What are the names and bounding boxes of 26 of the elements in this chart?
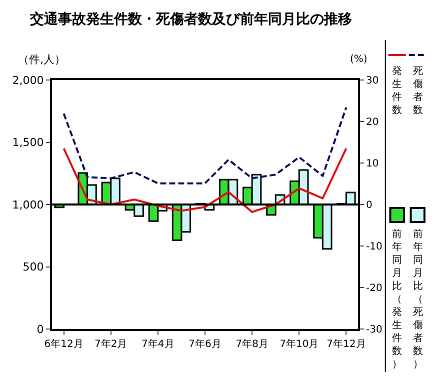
y-tick-label: 2,000 [12,74,44,87]
x-tick-label: 6年12月 [44,338,84,350]
y-axis-title: （件,人） [18,53,66,66]
y2-axis-title: (%) [350,54,368,65]
x-tick-label: 7年2月 [94,338,128,350]
y2-tick-label: 30 [366,76,379,86]
y2-tick-label: -20 [366,283,382,294]
x-tick-label: 7年12月 [326,338,366,350]
x-tick-label: 7年10月 [280,338,319,350]
y2-tick-label: 20 [366,117,379,128]
y2-tick-label: 0 [366,200,372,211]
x-tick-label: 7年4月 [142,338,174,350]
text: 前年同月比（死傷者数） [413,229,423,370]
y-tick-label: 500 [22,260,44,274]
legend-label: 発生件数 [392,66,402,116]
text: 前年同月比（発生件数） [392,229,402,370]
y2-tick-label: 10 [366,158,379,170]
x-tick-label: 7年8月 [236,338,268,350]
y-tick-label: 1,500 [12,136,44,150]
y2-tick-label: -30 [366,324,382,336]
legend-label: 死傷者数 [413,66,423,116]
y2-tick-label: -10 [366,242,382,252]
x-tick-label: 7年6月 [188,338,222,350]
y-tick-label: 1,000 [12,198,44,212]
chart-title: 交通事故発生件数・死傷者数及び前年同月比の推移 [29,10,352,28]
y-tick-label: 0 [36,322,44,336]
